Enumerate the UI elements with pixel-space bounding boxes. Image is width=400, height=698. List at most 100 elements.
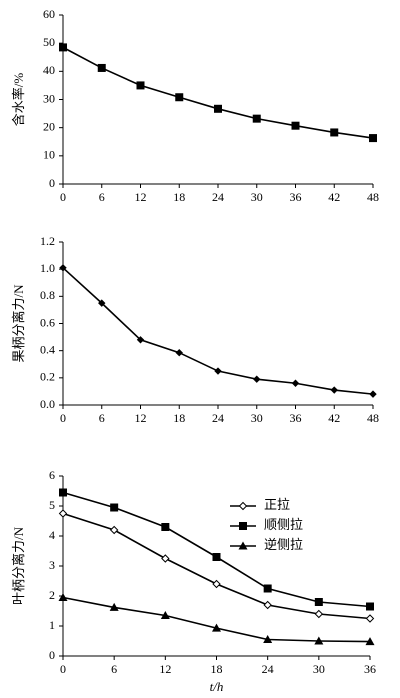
x-tick-label: 12 — [135, 411, 147, 425]
y-tick-label: 0.0 — [40, 397, 55, 411]
y-tick-label: 50 — [43, 35, 55, 49]
x-tick-label: 18 — [173, 411, 185, 425]
marker — [161, 554, 170, 563]
marker — [59, 488, 67, 497]
x-tick-label: 36 — [290, 411, 302, 425]
marker — [365, 614, 375, 623]
marker — [214, 367, 222, 375]
marker — [314, 609, 324, 619]
marker — [330, 386, 338, 394]
marker — [109, 602, 119, 611]
marker — [58, 593, 68, 601]
legend-marker — [239, 522, 247, 530]
series-line — [62, 46, 374, 139]
marker — [160, 611, 170, 619]
y-tick-label: 0 — [49, 176, 55, 190]
marker — [58, 509, 68, 518]
x-tick-label: 48 — [367, 190, 379, 204]
marker — [263, 584, 272, 593]
series-line — [62, 267, 374, 395]
legend-label: 顺侧拉 — [264, 517, 303, 532]
y-tick-label: 2 — [49, 588, 55, 602]
y-tick-label: 1.0 — [40, 261, 55, 275]
y-tick-label: 6 — [49, 468, 55, 482]
marker — [263, 600, 272, 610]
x-tick-label: 6 — [111, 662, 117, 676]
marker — [109, 525, 119, 535]
marker — [263, 635, 273, 643]
x-tick-label: 36 — [364, 662, 376, 676]
x-tick-label: 48 — [367, 411, 379, 425]
legend-marker — [238, 501, 248, 511]
marker — [314, 598, 323, 606]
x-tick-label: 0 — [60, 411, 66, 425]
x-tick-label: 0 — [60, 190, 66, 204]
y-tick-label: 20 — [43, 119, 55, 133]
legend-label: 正拉 — [264, 497, 290, 512]
y-tick-label: 40 — [43, 63, 55, 77]
marker — [291, 379, 300, 387]
y-tick-label: 0.6 — [40, 315, 55, 329]
marker — [97, 63, 106, 72]
y-tick-label: 10 — [43, 148, 55, 162]
marker — [136, 81, 145, 90]
legend-label: 逆侧拉 — [264, 537, 303, 552]
marker — [212, 553, 221, 561]
y-tick-label: 0 — [49, 648, 55, 662]
marker — [253, 375, 261, 383]
x-tick-label: 12 — [159, 662, 171, 676]
y-tick-label: 0.4 — [40, 342, 55, 356]
marker — [330, 128, 339, 137]
series-line — [62, 491, 371, 608]
y-tick-label: 0.2 — [40, 370, 55, 384]
marker — [214, 104, 222, 113]
marker — [365, 637, 375, 646]
x-tick-label: 6 — [99, 411, 105, 425]
marker — [369, 134, 377, 143]
x-tick-label: 24 — [262, 662, 274, 676]
x-tick-label: 24 — [212, 411, 224, 425]
y-tick-label: 1.2 — [40, 234, 55, 248]
marker — [136, 336, 145, 344]
y-tick-label: 30 — [43, 91, 55, 105]
marker — [59, 264, 67, 272]
y-axis-label: 含水率/% — [11, 73, 26, 127]
y-tick-label: 3 — [49, 558, 55, 572]
marker — [252, 114, 261, 123]
x-tick-label: 6 — [99, 190, 105, 204]
x-tick-label: 36 — [290, 190, 302, 204]
x-tick-label: 18 — [173, 190, 185, 204]
x-tick-label: 42 — [328, 190, 340, 204]
y-tick-label: 0.8 — [40, 288, 55, 302]
x-tick-label: 18 — [211, 662, 223, 676]
y-tick-label: 4 — [49, 528, 55, 542]
y-axis-label: 叶柄分离力/N — [11, 526, 26, 605]
marker — [161, 523, 170, 531]
y-tick-label: 5 — [49, 498, 55, 512]
x-tick-label: 30 — [251, 190, 263, 204]
marker — [212, 579, 221, 589]
marker — [59, 43, 67, 52]
marker — [366, 602, 374, 611]
y-axis-label: 果柄分离力/N — [11, 284, 26, 363]
x-tick-label: 24 — [212, 190, 224, 204]
x-tick-label: 30 — [313, 662, 325, 676]
x-tick-label: 12 — [135, 190, 147, 204]
marker — [291, 121, 300, 130]
y-tick-label: 1 — [49, 618, 55, 632]
x-tick-label: 0 — [60, 662, 66, 676]
marker — [110, 503, 119, 512]
marker — [175, 93, 184, 102]
marker — [314, 636, 324, 645]
x-tick-label: 30 — [251, 411, 263, 425]
legend-marker — [238, 541, 248, 550]
y-tick-label: 60 — [43, 7, 55, 21]
marker — [98, 299, 106, 307]
marker — [175, 348, 183, 357]
marker — [212, 623, 221, 632]
x-axis-label: t/h — [210, 679, 224, 694]
series-line — [62, 596, 371, 643]
x-tick-label: 42 — [328, 411, 340, 425]
marker — [369, 390, 377, 398]
